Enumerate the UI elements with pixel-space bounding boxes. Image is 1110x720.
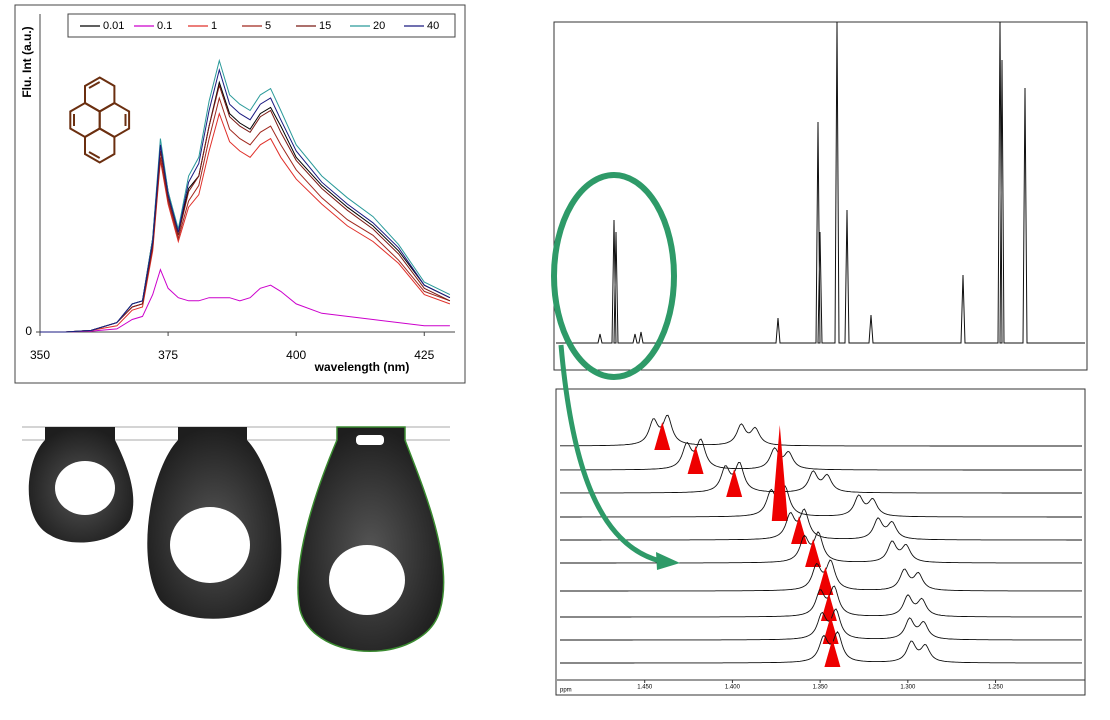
spectrum-trace	[560, 438, 1082, 471]
legend-label: 40	[427, 20, 439, 32]
series-line	[40, 83, 451, 333]
peak-marker	[726, 469, 743, 497]
highlight-ellipse	[551, 172, 677, 380]
peak-marker	[817, 567, 834, 595]
y-axis-label: Flu. Int (a.u.)	[20, 26, 34, 97]
spectrum-trace	[560, 559, 1082, 592]
spectrum-trace	[560, 414, 1082, 447]
spectrum-trace	[560, 461, 1082, 494]
x-tick-label: 1.400	[725, 685, 741, 691]
series-line	[40, 68, 451, 333]
x-tick-label: 400	[286, 348, 306, 362]
drop-images	[22, 426, 450, 652]
spectrum-trace	[560, 485, 1082, 518]
peak-marker	[771, 425, 788, 521]
peak-marker	[805, 539, 822, 567]
y-tick-label: 0	[25, 324, 32, 338]
nmr-spectrum	[556, 21, 1085, 344]
spectrum-trace	[560, 585, 1082, 618]
legend-label: 0.01	[103, 20, 124, 32]
arrow	[558, 344, 661, 564]
peak-marker	[687, 446, 704, 474]
arrow-head	[656, 552, 680, 570]
pyrene-structure	[69, 76, 131, 164]
legend-label: 20	[373, 20, 385, 32]
x-tick-label: 350	[30, 348, 50, 362]
x-axis-label: ppm	[560, 688, 572, 694]
legend-label: 1	[211, 20, 217, 32]
x-axis-label: wavelength (nm)	[314, 360, 410, 374]
series-line	[40, 111, 451, 333]
series-line	[40, 268, 450, 333]
legend-label: 15	[319, 20, 331, 32]
x-tick-label: 1.350	[813, 685, 829, 691]
peak-marker	[654, 422, 671, 450]
panel-frame	[14, 4, 466, 384]
x-tick-label: 1.250	[988, 685, 1004, 691]
legend-label: 5	[265, 20, 271, 32]
stacked-spectra: 1.450 1.400 1.350 1.300 1.250	[560, 414, 1083, 691]
x-tick-label: 1.450	[637, 685, 653, 691]
spectrum-trace	[560, 608, 1082, 641]
x-tick-label: 375	[158, 348, 178, 362]
legend-label: 0.1	[157, 20, 172, 32]
nmr-stack-frame	[555, 388, 1086, 696]
x-tick-label: 425	[414, 348, 434, 362]
nmr-frame	[553, 21, 1088, 371]
spectrum-trace	[560, 631, 1082, 664]
spectrum-trace	[560, 508, 1082, 541]
spectrum-trace	[560, 531, 1083, 564]
x-tick-label: 1.300	[900, 685, 916, 691]
peak-marker	[824, 639, 841, 667]
